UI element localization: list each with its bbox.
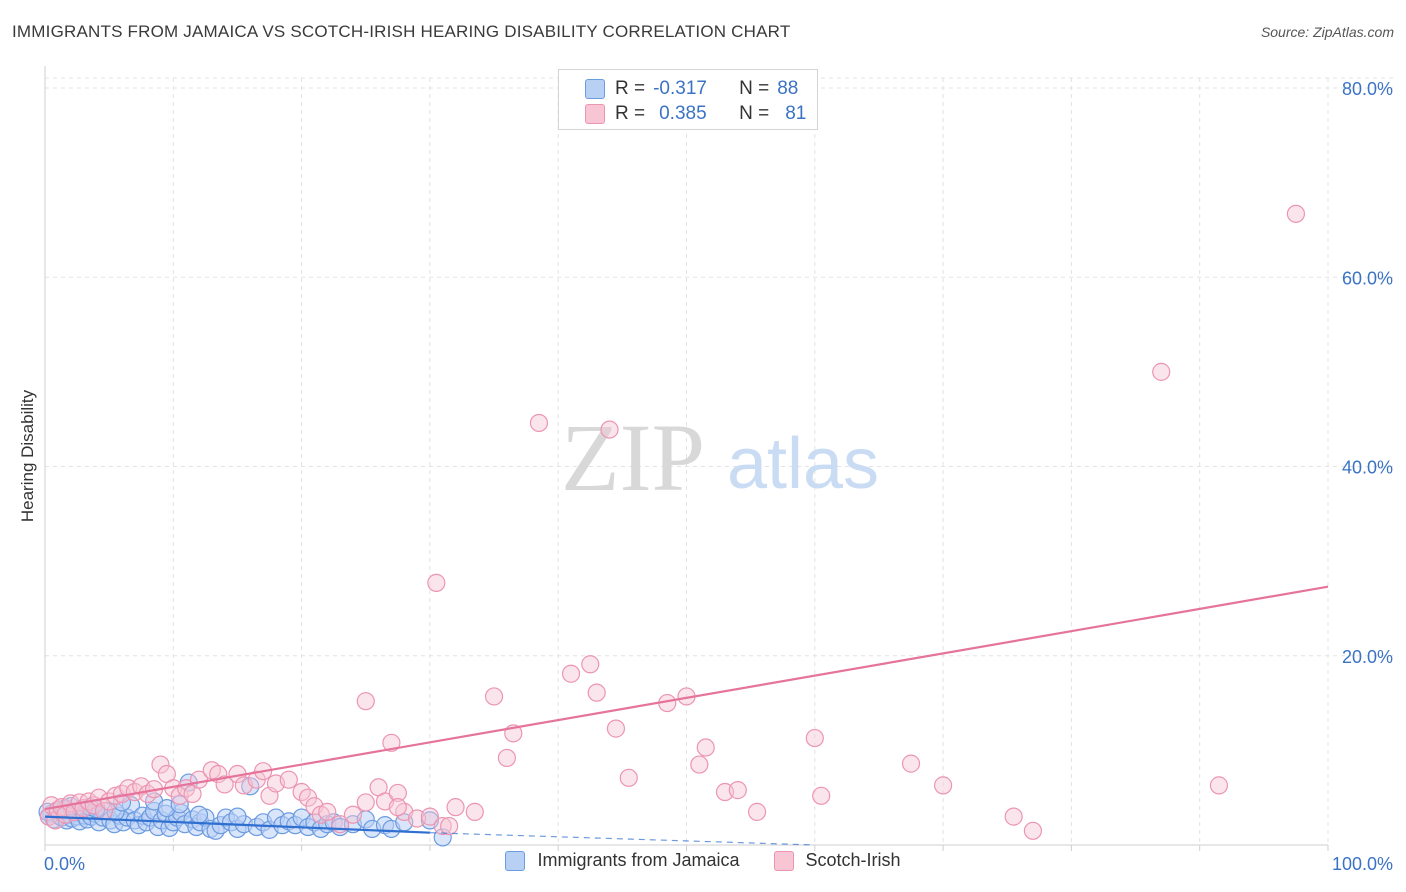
x-tick-label: 0.0% <box>44 854 85 874</box>
scotch-irish-point <box>343 805 363 824</box>
scotch-irish-point <box>529 413 549 433</box>
scotch-irish-point <box>619 768 638 787</box>
scotch-irish-point <box>805 728 824 748</box>
y-tick-label: 40.0% <box>1342 458 1393 478</box>
watermark-atlas: atlas <box>727 424 879 504</box>
r-value: -0.317 <box>653 78 707 99</box>
scotch-irish-point <box>279 770 298 789</box>
scotch-irish-point <box>388 798 407 817</box>
trend-lines <box>44 585 1329 846</box>
scotch-irish-point <box>151 755 170 774</box>
scotch-irish-point <box>747 802 767 821</box>
scotch-irish-point <box>382 733 401 752</box>
scotch-irish-point <box>433 816 452 836</box>
grid-lines <box>45 77 1393 845</box>
scotch-irish-point <box>215 775 234 794</box>
y-tick-label: 20.0% <box>1342 647 1393 667</box>
scotch-irish-point <box>427 573 446 592</box>
scotch-irish-swatch <box>585 104 605 124</box>
scotch-irish-point <box>465 802 484 821</box>
legend-label-jamaica: Immigrants from Jamaica <box>537 850 740 870</box>
scotch-irish-point <box>1152 362 1171 381</box>
y-axis-label: Hearing Disability <box>18 389 37 523</box>
legend-item-scotch-irish: Scotch-Irish <box>773 850 901 871</box>
scotch-irish-point <box>581 655 600 674</box>
watermark-zip: ZIP <box>561 404 705 511</box>
r-label: R = <box>615 103 646 124</box>
scotch-irish-point <box>440 816 459 836</box>
jamaica-point <box>241 777 260 796</box>
scotch-irish-point <box>484 687 504 706</box>
legend-label-scotch-irish: Scotch-Irish <box>805 850 901 870</box>
jamaica-point <box>189 805 209 824</box>
scotch-irish-point <box>446 798 465 817</box>
n-value: 81 <box>785 103 807 124</box>
legend-item-jamaica: Immigrants from Jamaica <box>505 850 740 871</box>
scotch-irish-point <box>1209 776 1229 795</box>
scotch-irish-point <box>812 786 831 805</box>
scotch-irish-swatch <box>773 850 794 871</box>
scotch-irish-point <box>1004 807 1023 826</box>
scotch-irish-point <box>933 776 953 795</box>
watermark: ZIP atlas <box>561 404 879 511</box>
scotch-irish-trend-line <box>44 585 1329 811</box>
tick-labels: 20.0% 40.0% 60.0% 80.0% 0.0% 100.0% <box>44 79 1393 874</box>
source-label: Source: ZipAtlas.com <box>1260 24 1394 40</box>
scotch-irish-point <box>606 719 626 738</box>
jamaica-point <box>228 807 247 826</box>
scotch-irish-point <box>901 754 921 773</box>
chart-title: IMMIGRANTS FROM JAMAICA VS SCOTCH-IRISH … <box>12 22 791 41</box>
legend-row-scotch-irish: R = 0.385 N = 81 <box>585 102 806 126</box>
scotch-irish-point <box>420 807 439 826</box>
scotch-irish-points <box>39 204 1306 840</box>
scotch-irish-point <box>497 748 516 768</box>
x-tick-label: 100.0% <box>1332 854 1393 874</box>
jamaica-trend-line <box>44 815 430 834</box>
scotch-irish-point <box>600 420 619 439</box>
stats-legend: R = -0.317 N = 88 R = 0.385 N = 81 <box>558 69 818 130</box>
n-label: N = <box>739 78 770 99</box>
scotch-irish-point <box>587 683 606 702</box>
scotch-irish-point <box>318 802 337 821</box>
scotch-irish-point <box>388 783 407 803</box>
n-value: 88 <box>777 78 799 99</box>
scotch-irish-point <box>696 738 715 757</box>
r-value: 0.385 <box>659 103 707 124</box>
bottom-legend: Immigrants from Jamaica Scotch-Irish <box>0 850 1406 871</box>
y-tick-label: 80.0% <box>1342 79 1393 99</box>
scotch-irish-point <box>356 692 375 711</box>
scotch-irish-point <box>356 793 375 812</box>
jamaica-trend-extension <box>429 832 815 846</box>
y-tick-label: 60.0% <box>1342 268 1393 288</box>
jamaica-swatch <box>585 79 605 99</box>
r-label: R = <box>615 78 646 99</box>
scotch-irish-point <box>1286 204 1306 223</box>
axes <box>44 66 1329 851</box>
legend-row-jamaica: R = -0.317 N = 88 <box>585 77 798 101</box>
scotch-irish-point <box>561 664 581 683</box>
scotch-irish-point <box>690 755 709 774</box>
scotch-irish-point <box>1023 821 1043 840</box>
scotch-irish-point <box>728 781 747 800</box>
jamaica-swatch <box>505 850 526 871</box>
n-label: N = <box>739 103 770 124</box>
